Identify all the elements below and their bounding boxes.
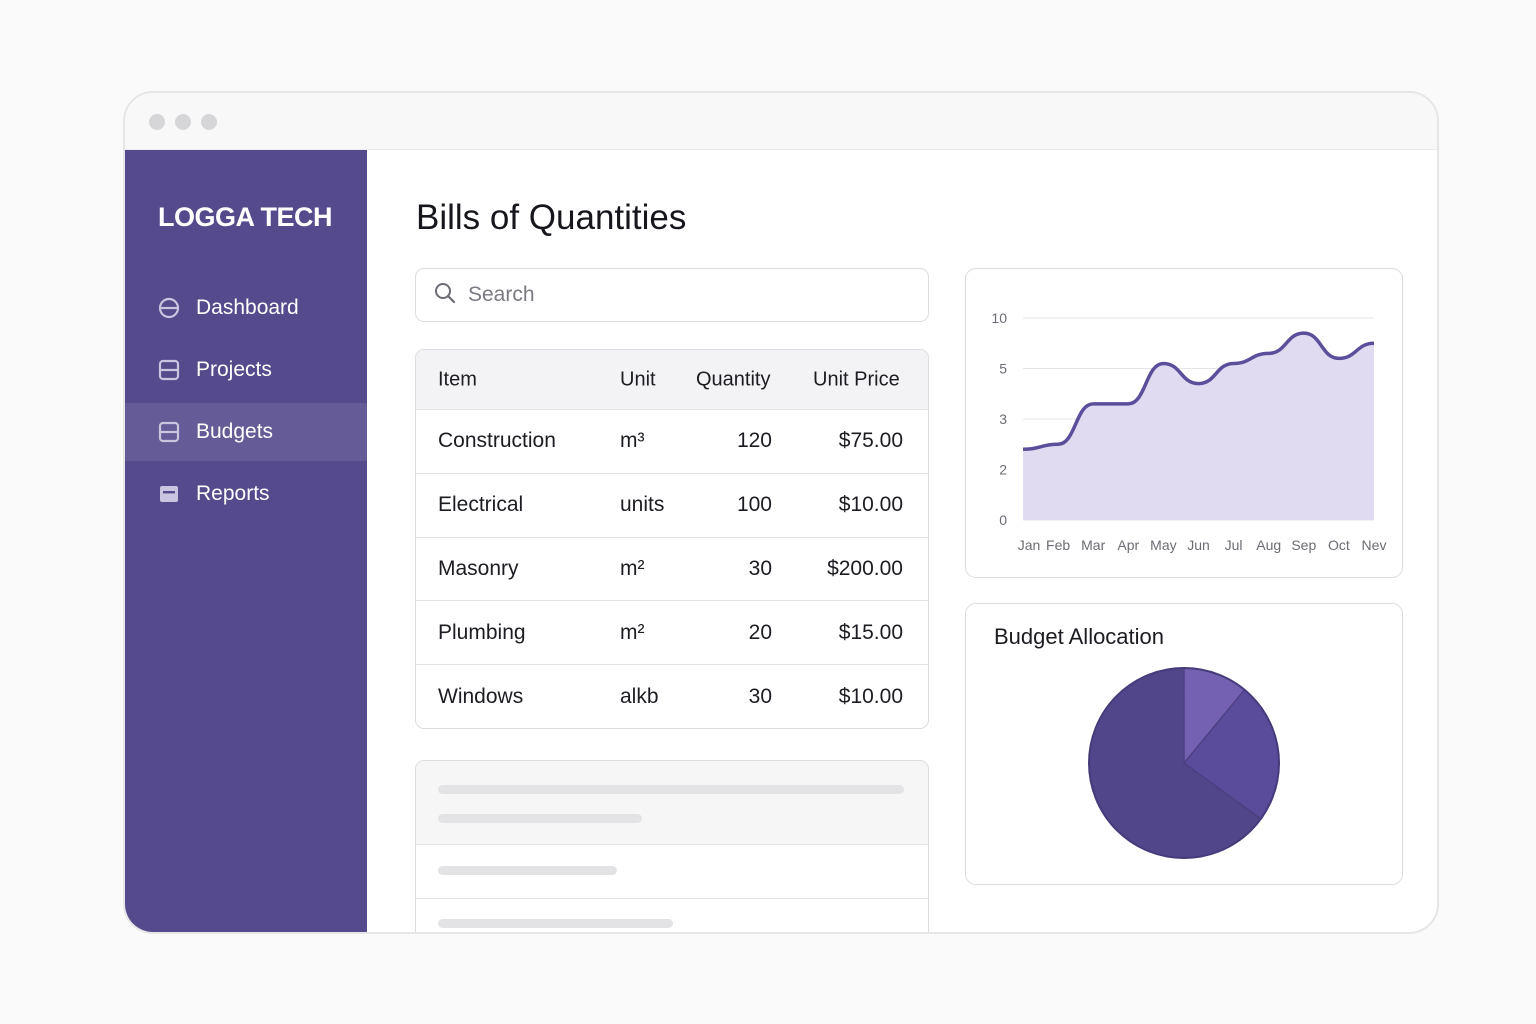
data-point[interactable] — [1090, 401, 1096, 407]
box-split-icon — [158, 359, 180, 381]
boq-table: Item Unit Quantity Unit Price Constructi… — [415, 349, 929, 729]
pie-chart-title: Budget Allocation — [994, 624, 1165, 649]
x-tick-label: Feb — [1046, 537, 1070, 553]
x-tick-label: Apr — [1117, 537, 1139, 553]
sidebar-item-dashboard[interactable]: Dashboard — [125, 279, 367, 337]
cell-unit: m² — [620, 556, 645, 580]
data-point[interactable] — [1020, 446, 1026, 452]
budget-allocation-pie — [1088, 667, 1280, 859]
sidebar-item-budgets[interactable]: Budgets — [125, 403, 367, 461]
cell-quantity: 100 — [736, 493, 772, 517]
sidebar-item-projects[interactable]: Projects — [125, 341, 367, 399]
data-point[interactable] — [1055, 441, 1061, 447]
cell-quantity: 120 — [736, 429, 772, 453]
trend-area-chart: 0 2 3 5 10 Jan Feb Mar Apr May Jun Jul Aug Sep Oct Nev — [991, 310, 1387, 553]
column-header-unit-price[interactable]: Unit Price — [813, 368, 900, 390]
cell-unit-price: $15.00 — [838, 620, 903, 644]
column-header-unit[interactable]: Unit — [620, 368, 656, 390]
trend-chart-card: 0 2 3 5 10 Jan Feb Mar Apr May Jun Jul Aug Sep Oct Nev — [965, 268, 1403, 578]
budget-allocation-card: Budget Allocation — [965, 603, 1403, 885]
x-tick-label: May — [1150, 537, 1176, 553]
page-title: Bills of Quantities — [416, 198, 687, 237]
app-window: LOGGA TECH Dashboard Projects Budgets Re… — [123, 91, 1439, 934]
table-row[interactable]: Construction m³ 120 $75.00 — [416, 409, 928, 473]
search-box[interactable] — [415, 268, 929, 322]
window-dot-close[interactable] — [149, 114, 165, 130]
sidebar-item-label: Reports — [196, 482, 270, 505]
sidebar-item-label: Budgets — [196, 420, 274, 443]
window-titlebar — [125, 93, 1437, 150]
skeleton-row — [416, 899, 928, 932]
data-point[interactable] — [1371, 340, 1377, 346]
box-split-icon — [158, 421, 180, 443]
cell-item: Electrical — [438, 493, 524, 517]
skeleton-line — [438, 814, 642, 823]
column-header-item[interactable]: Item — [438, 368, 477, 390]
skeleton-line — [438, 785, 904, 794]
x-tick-label: Sep — [1291, 537, 1316, 553]
area-fill — [1023, 333, 1374, 520]
data-point[interactable] — [1125, 401, 1131, 407]
x-tick-label: Oct — [1328, 537, 1350, 553]
window-dot-maximize[interactable] — [201, 114, 217, 130]
x-tick-label: Mar — [1081, 537, 1105, 553]
table-row[interactable]: Electrical units 100 $10.00 — [416, 472, 928, 537]
cell-quantity: 20 — [748, 620, 772, 644]
window-dot-minimize[interactable] — [175, 114, 191, 130]
sidebar-item-reports[interactable]: Reports — [125, 465, 367, 523]
table-row[interactable]: Masonry m² 30 $200.00 — [416, 536, 928, 601]
x-tick-label: Jul — [1225, 537, 1243, 553]
x-tick-label: Jan — [1018, 537, 1041, 553]
data-point[interactable] — [1301, 330, 1307, 336]
cell-unit-price: $10.00 — [838, 684, 903, 708]
x-tick-label: Jun — [1187, 537, 1210, 553]
data-point[interactable] — [1336, 355, 1342, 361]
search-input[interactable] — [468, 283, 888, 307]
pie-outline — [1088, 667, 1280, 859]
loading-placeholder-card — [415, 760, 929, 932]
main-content: Bills of Quantities Item Unit Quantity U… — [367, 150, 1437, 932]
x-tick-label: Nev — [1362, 537, 1387, 553]
data-point[interactable] — [1196, 381, 1202, 387]
folder-icon — [158, 483, 180, 505]
skeleton-row — [416, 845, 928, 899]
cell-unit-price: $200.00 — [827, 556, 903, 580]
cell-unit: alkb — [620, 684, 659, 708]
series-line — [1022, 331, 1375, 452]
sidebar-item-label: Dashboard — [196, 296, 299, 319]
y-tick-label: 5 — [999, 361, 1007, 377]
cell-unit-price: $75.00 — [838, 429, 903, 453]
cell-item: Plumbing — [438, 620, 526, 644]
sidebar-item-label: Projects — [196, 358, 272, 381]
column-header-quantity[interactable]: Quantity — [696, 368, 771, 390]
y-tick-label: 10 — [991, 310, 1007, 326]
table-row[interactable]: Windows alkb 30 $10.00 — [416, 664, 928, 728]
cell-item: Windows — [438, 684, 524, 708]
circle-minus-icon — [158, 297, 180, 319]
y-tick-label: 3 — [999, 411, 1007, 427]
data-point[interactable] — [1160, 360, 1166, 366]
x-tick-label: Aug — [1256, 537, 1281, 553]
cell-unit-price: $10.00 — [838, 493, 903, 517]
cell-unit: m² — [620, 620, 645, 644]
skeleton-line — [438, 919, 673, 928]
sidebar: LOGGA TECH Dashboard Projects Budgets Re… — [125, 150, 367, 932]
cell-unit: m³ — [620, 429, 645, 453]
data-point[interactable] — [1231, 360, 1237, 366]
cell-item: Construction — [438, 429, 556, 453]
y-tick-label: 2 — [999, 462, 1007, 478]
data-point[interactable] — [1266, 350, 1272, 356]
table-header: Item Unit Quantity Unit Price — [416, 350, 928, 409]
cell-unit: units — [620, 493, 665, 517]
cell-quantity: 30 — [748, 684, 772, 708]
brand-logo: LOGGA TECH — [158, 202, 333, 232]
skeleton-header — [416, 761, 928, 845]
table-row[interactable]: Plumbing m² 20 $15.00 — [416, 600, 928, 664]
skeleton-line — [438, 866, 617, 875]
search-icon — [434, 282, 456, 309]
cell-item: Masonry — [438, 556, 519, 580]
y-tick-label: 0 — [999, 512, 1007, 528]
cell-quantity: 30 — [748, 556, 772, 580]
